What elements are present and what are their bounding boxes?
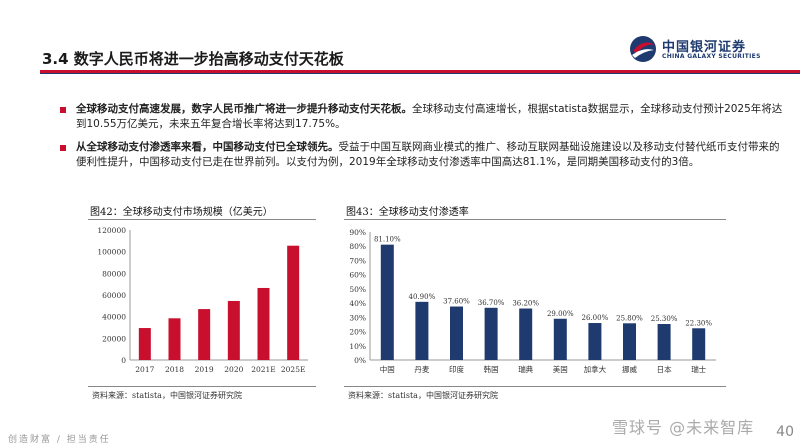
y-tick-label: 20% bbox=[349, 328, 366, 337]
y-tick-label: 90% bbox=[349, 228, 366, 237]
x-tick-label: 中国 bbox=[380, 364, 395, 374]
chart-title-bar: 图42：全球移动支付市场规模（亿美元） bbox=[88, 198, 316, 220]
bar-印度 bbox=[450, 306, 463, 360]
chart-panel-penetration: 图43：全球移动支付渗透率 bbox=[344, 198, 726, 408]
source-divider bbox=[344, 386, 726, 387]
y-tick-label: 70% bbox=[349, 256, 366, 265]
chart-title: 图42：全球移动支付市场规模（亿美元） bbox=[90, 207, 273, 218]
header-blue-rule bbox=[40, 73, 800, 74]
bullet-square-icon bbox=[60, 107, 66, 113]
slide-title: 3.4 数字人民币将进一步抬高移动支付天花板 bbox=[42, 50, 344, 68]
header-red-rule bbox=[40, 70, 800, 73]
data-label: 40.90% bbox=[409, 293, 436, 301]
penetration-bar-chart: 0% 10% 20% 30% 40% 50% 60% 70% 80% 90% 中国 81.10% 丹麦 4… bbox=[349, 228, 716, 374]
slide-header: 3.4 数字人民币将进一步抬高移动支付天花板 中国银河证券 CHINA GALA… bbox=[0, 0, 800, 80]
chart-source: 资料来源：statista，中国银河证券研究院 bbox=[92, 391, 242, 400]
y-tick-label: 30% bbox=[349, 313, 366, 322]
chart-source: 资料来源：statista，中国银河证券研究院 bbox=[348, 391, 498, 400]
y-tick-label: 60000 bbox=[102, 291, 126, 300]
bar-2021E bbox=[257, 287, 270, 360]
y-tick-label: 0% bbox=[354, 356, 366, 365]
y-tick-label: 40% bbox=[349, 299, 366, 308]
bar-中国 bbox=[380, 244, 394, 360]
logo-chinese-name: 中国银河证券 bbox=[662, 40, 747, 55]
bar-日本 bbox=[657, 324, 671, 360]
data-label: 36.70% bbox=[478, 299, 505, 307]
y-tick-label: 50% bbox=[349, 285, 366, 294]
bullet-heading: 全球移动支付高速发展，数字人民币推广将进一步提升移动支付天花板。 bbox=[76, 103, 412, 115]
bar-韩国 bbox=[484, 307, 498, 360]
footer-slogan: 创造财富 / 担当责任 bbox=[8, 435, 111, 445]
y-tick-label: 60% bbox=[349, 271, 366, 280]
bar-2025E bbox=[287, 245, 300, 360]
x-tick-label: 2019 bbox=[195, 365, 214, 374]
bar-2019 bbox=[198, 309, 211, 360]
bullet-list: 全球移动支付高速发展，数字人民币推广将进一步提升移动支付天花板。全球移动支付高速… bbox=[58, 102, 788, 178]
y-tick-label: 120000 bbox=[97, 226, 126, 235]
bar-瑞典 bbox=[519, 308, 533, 360]
data-label: 25.30% bbox=[651, 315, 678, 323]
bullet-item: 全球移动支付高速发展，数字人民币推广将进一步提升移动支付天花板。全球移动支付高速… bbox=[58, 102, 788, 132]
bar-加拿大 bbox=[588, 323, 602, 360]
y-tick-label: 10% bbox=[349, 342, 366, 351]
galaxy-logo-icon bbox=[630, 36, 656, 62]
chart-title-bar: 图43：全球移动支付渗透率 bbox=[344, 198, 726, 220]
data-label: 25.80% bbox=[616, 314, 643, 322]
bullet-heading: 从全球移动支付渗透率来看，中国移动支付已全球领先。 bbox=[76, 141, 339, 153]
x-tick-label: 挪威 bbox=[622, 364, 637, 374]
logo-english-name: CHINA GALAXY SECURITIES bbox=[662, 53, 761, 60]
chart-panel-market-size: 图42：全球移动支付市场规模（亿美元） bbox=[88, 198, 316, 408]
bar-2018 bbox=[168, 318, 181, 360]
x-tick-label: 2025E bbox=[281, 365, 306, 374]
bar-2020 bbox=[227, 300, 240, 360]
bar-挪威 bbox=[623, 323, 636, 360]
bar-2017 bbox=[138, 328, 151, 360]
x-tick-label: 瑞士 bbox=[691, 364, 706, 374]
watermark: 雪球号 @未来智库 bbox=[612, 418, 755, 437]
x-tick-label: 2020 bbox=[224, 365, 243, 374]
y-tick-label: 80000 bbox=[102, 269, 126, 278]
x-tick-label: 丹麦 bbox=[414, 364, 429, 374]
x-tick-label: 韩国 bbox=[484, 364, 499, 374]
y-tick-label: 40000 bbox=[102, 313, 126, 322]
y-tick-label: 20000 bbox=[102, 334, 126, 343]
data-label: 26.00% bbox=[582, 314, 609, 322]
bar-瑞士 bbox=[692, 328, 706, 360]
data-label: 37.60% bbox=[443, 298, 470, 306]
x-tick-label: 2018 bbox=[165, 365, 184, 374]
bullet-body: 全球移动支付高速增长，根据statista数据显示，全球移动支付预计2025年将… bbox=[76, 103, 783, 130]
x-tick-label: 2017 bbox=[135, 365, 154, 374]
x-tick-label: 日本 bbox=[657, 364, 673, 374]
page-number: 40 bbox=[776, 424, 794, 440]
source-divider bbox=[88, 386, 316, 387]
bullet-body: 受益于中国互联网商业模式的推广、移动互联网基础设施建设以及移动支付替代纸币支付带… bbox=[76, 141, 780, 168]
y-tick-label: 100000 bbox=[97, 248, 126, 257]
x-tick-label: 印度 bbox=[449, 364, 464, 374]
x-tick-label: 加拿大 bbox=[584, 364, 607, 374]
x-tick-label: 瑞典 bbox=[518, 364, 533, 374]
bullet-square-icon bbox=[60, 145, 66, 151]
bullet-item: 从全球移动支付渗透率来看，中国移动支付已全球领先。受益于中国互联网商业模式的推广… bbox=[58, 140, 788, 170]
y-tick-label: 80% bbox=[349, 242, 366, 251]
company-logo: 中国银河证券 CHINA GALAXY SECURITIES bbox=[628, 34, 768, 66]
y-tick-label: 0 bbox=[121, 356, 126, 365]
bar-丹麦 bbox=[415, 301, 429, 360]
x-tick-label: 2021E bbox=[251, 365, 276, 374]
data-label: 29.00% bbox=[547, 310, 574, 318]
bar-美国 bbox=[553, 318, 567, 360]
x-tick-label: 美国 bbox=[553, 364, 568, 374]
data-label: 22.30% bbox=[685, 319, 712, 327]
data-label: 81.10% bbox=[374, 236, 401, 244]
chart-title: 图43：全球移动支付渗透率 bbox=[346, 207, 469, 218]
data-label: 36.20% bbox=[512, 300, 539, 308]
market-size-bar-chart: 0 20000 40000 60000 80000 100000 120000 2017 201… bbox=[97, 226, 308, 374]
